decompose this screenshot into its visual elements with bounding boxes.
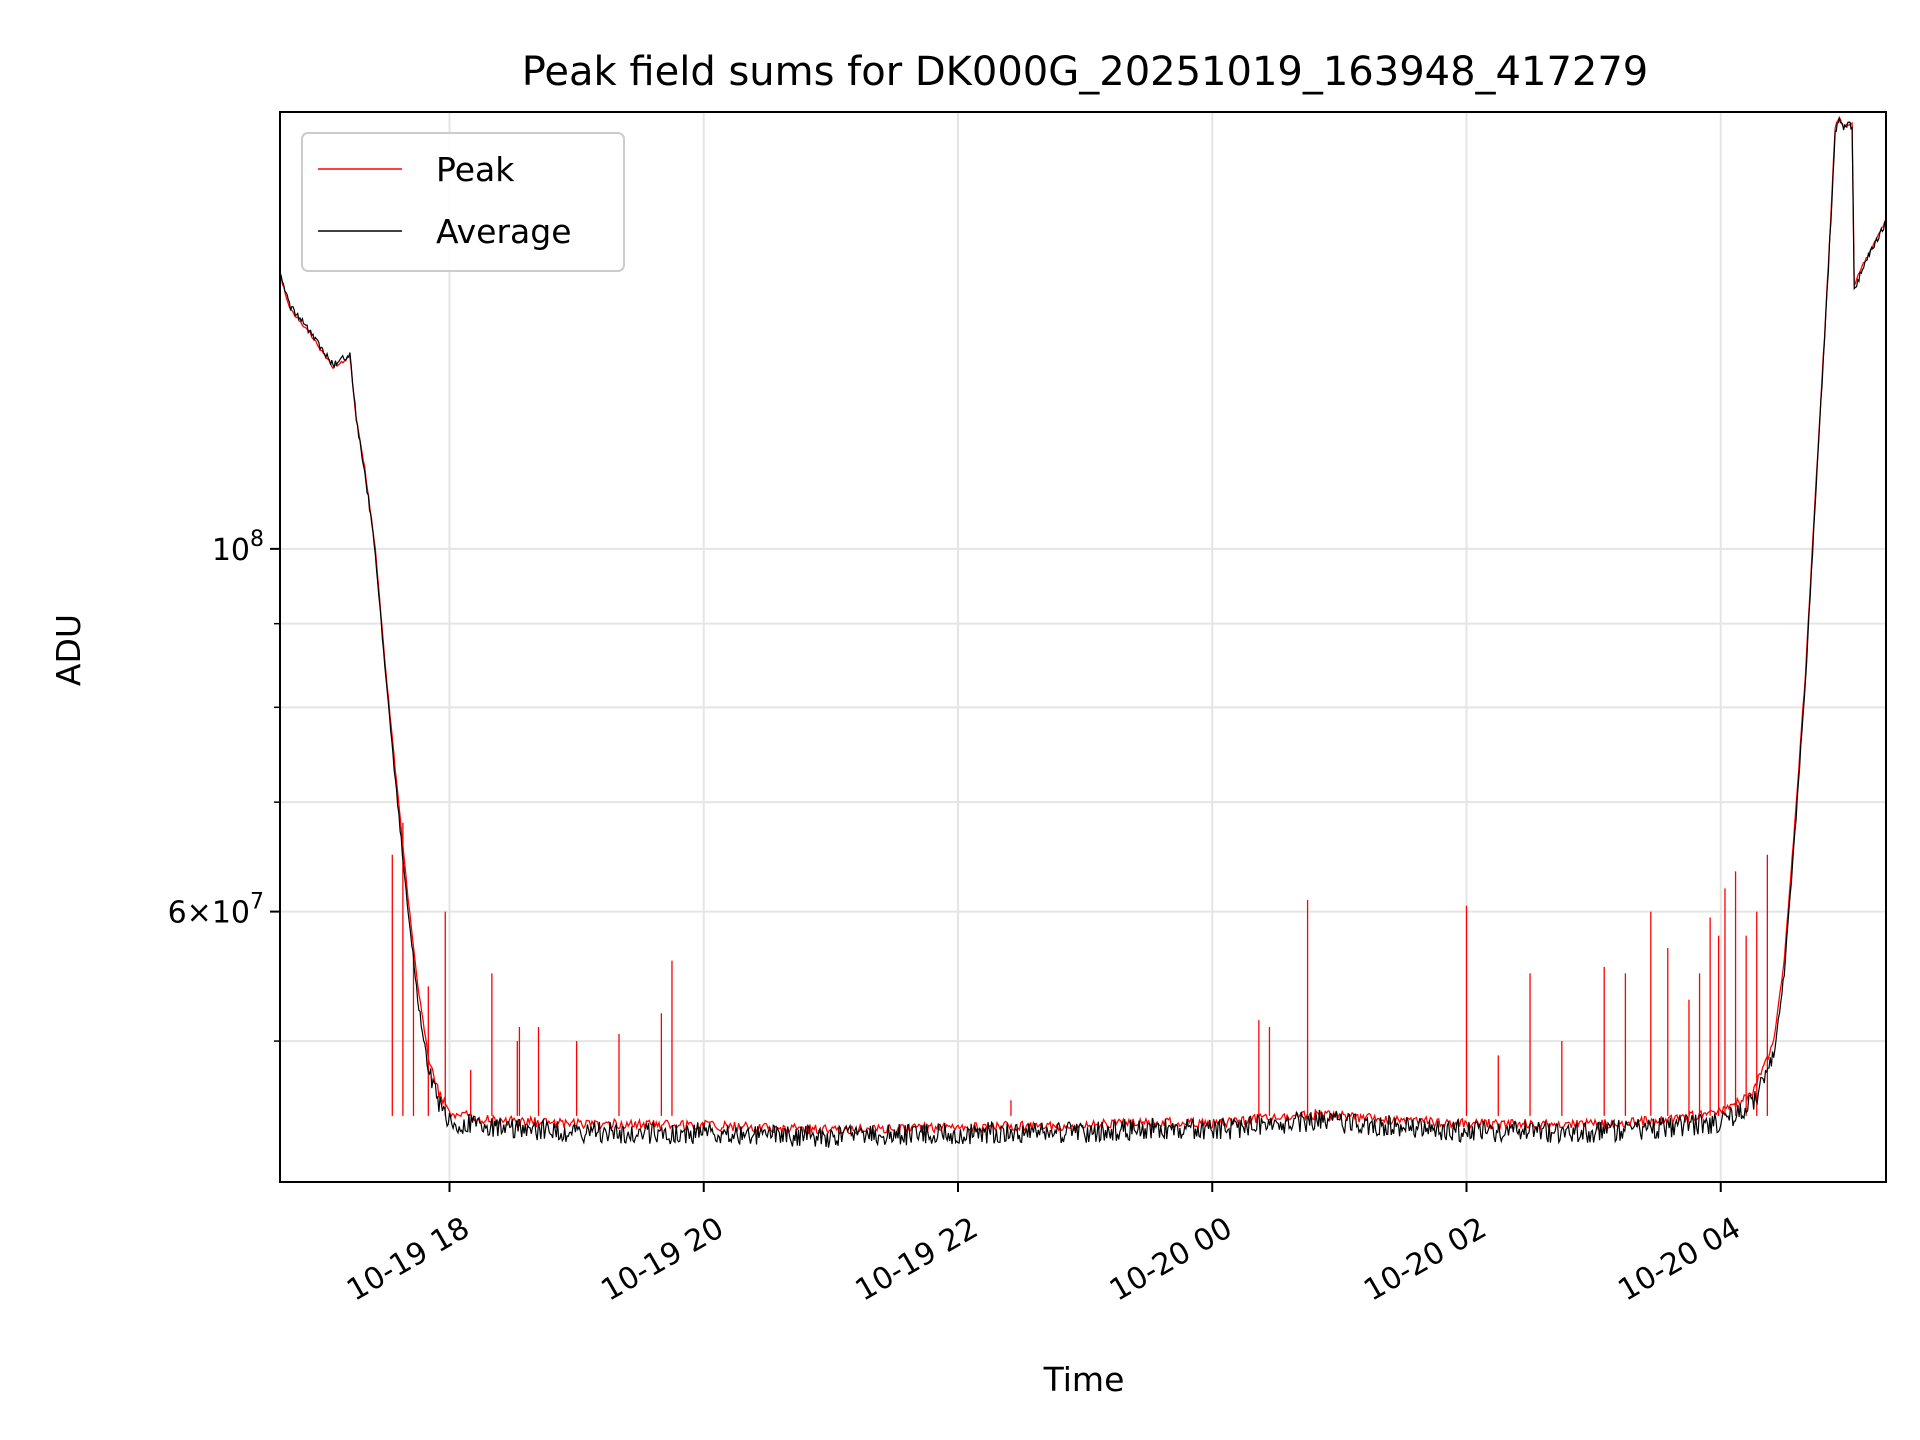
legend: Peak Average bbox=[301, 132, 625, 272]
y-axis-label: ADU bbox=[49, 614, 88, 686]
chart-title: Peak field sums for DK000G_20251019_1639… bbox=[522, 49, 1649, 95]
y-tick-label: 6×107 bbox=[168, 890, 264, 931]
grid bbox=[280, 112, 1886, 1182]
series-line-average bbox=[280, 117, 1886, 1148]
legend-box bbox=[301, 132, 625, 272]
y-tick-base: 10 bbox=[212, 533, 250, 568]
y-tick-label: 108 bbox=[212, 527, 264, 568]
y-tick-exponent: 8 bbox=[250, 527, 264, 552]
legend-label-average: Average bbox=[436, 212, 572, 251]
y-tick-base: 10 bbox=[212, 896, 250, 931]
legend-label-peak: Peak bbox=[436, 150, 515, 189]
series-layer bbox=[280, 115, 1886, 1148]
y-tick-times: × bbox=[187, 896, 212, 931]
plot-area-frame bbox=[279, 111, 1887, 1183]
y-tick-exponent: 7 bbox=[250, 890, 264, 915]
x-axis-label: Time bbox=[1043, 1360, 1125, 1399]
y-tick-mantissa: 6 bbox=[168, 896, 187, 931]
